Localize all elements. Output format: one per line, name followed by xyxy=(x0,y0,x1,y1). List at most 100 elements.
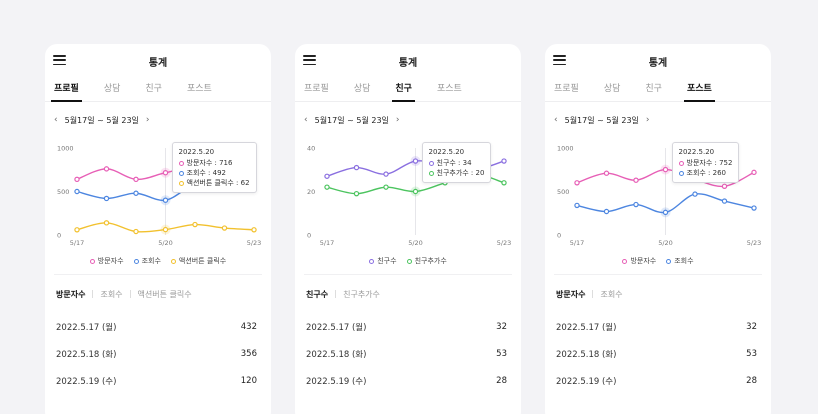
table-row: 2022.5.18 (화) 53 xyxy=(545,340,771,367)
data-point[interactable] xyxy=(383,184,389,190)
data-point[interactable] xyxy=(633,177,639,183)
chevron-left-icon[interactable]: ‹ xyxy=(554,115,558,125)
series-marker-icon xyxy=(178,160,184,166)
table-row: 2022.5.17 (월) 32 xyxy=(545,313,771,340)
data-point[interactable] xyxy=(133,190,139,196)
data-point[interactable] xyxy=(192,221,198,228)
data-point[interactable] xyxy=(633,201,639,208)
x-tick-label: 5/17 xyxy=(320,239,335,247)
data-point[interactable] xyxy=(662,209,669,216)
metric-tab-2[interactable]: 액션버튼 클릭수 xyxy=(137,289,192,299)
y-tick-label: 1000 xyxy=(57,145,74,153)
chevron-right-icon[interactable]: › xyxy=(645,115,650,125)
tab-0[interactable]: 프로필 xyxy=(304,84,329,94)
tab-0[interactable]: 프로필 xyxy=(51,81,82,102)
tooltip-value: 친구수 : 34 xyxy=(436,159,472,167)
data-point[interactable] xyxy=(133,176,139,183)
data-point[interactable] xyxy=(721,198,728,204)
series-marker-icon xyxy=(428,160,434,166)
data-point[interactable] xyxy=(412,158,419,164)
table-row: 2022.5.18 (화) 53 xyxy=(295,340,521,367)
tooltip-value: 액션버튼 클릭수 : 62 xyxy=(186,179,250,187)
metric-tab-1[interactable]: 조회수 xyxy=(600,289,623,299)
data-point[interactable] xyxy=(162,197,169,203)
tab-2[interactable]: 친구 xyxy=(392,81,415,102)
data-point[interactable] xyxy=(501,180,507,186)
data-point[interactable] xyxy=(162,226,169,233)
tab-0[interactable]: 프로필 xyxy=(554,84,579,94)
tooltip-title: 2022.5.20 xyxy=(428,148,465,156)
data-point[interactable] xyxy=(751,205,757,211)
chevron-right-icon[interactable]: › xyxy=(395,115,400,125)
legend-marker-icon xyxy=(170,258,176,264)
tooltip-row: 방문자수 : 716 xyxy=(178,158,250,168)
data-point[interactable] xyxy=(603,208,610,215)
data-point[interactable] xyxy=(721,183,728,189)
data-point[interactable] xyxy=(574,202,580,209)
data-point[interactable] xyxy=(574,180,580,186)
data-point[interactable] xyxy=(353,190,360,197)
legend-marker-icon xyxy=(369,258,375,264)
tab-1[interactable]: 상담 xyxy=(103,84,121,94)
y-tick-label: 500 xyxy=(557,188,569,196)
data-point[interactable] xyxy=(74,188,80,195)
data-point[interactable] xyxy=(103,220,110,226)
divider xyxy=(304,274,512,275)
y-tick-label: 1000 xyxy=(557,145,574,153)
x-tick-label: 5/17 xyxy=(570,239,585,247)
data-point[interactable] xyxy=(324,184,330,190)
data-point[interactable] xyxy=(501,158,507,164)
chart-tooltip: 2022.5.20 방문자수 : 716 조회수 : 492 액션버튼 클릭수 : 6… xyxy=(171,142,257,193)
row-date: 2022.5.18 (화) xyxy=(56,349,117,360)
menu-icon[interactable] xyxy=(553,55,566,66)
data-point[interactable] xyxy=(324,173,330,179)
data-point[interactable] xyxy=(133,228,139,235)
data-point[interactable] xyxy=(603,170,610,176)
data-point[interactable] xyxy=(103,166,110,172)
tab-3[interactable]: 포스트 xyxy=(436,84,462,94)
row-value: 356 xyxy=(240,348,257,359)
separator xyxy=(592,290,594,298)
metric-tab-0[interactable]: 친구수 xyxy=(306,289,329,299)
page-title: 통계 xyxy=(148,58,168,69)
y-tick-label: 0 xyxy=(557,232,561,240)
data-point[interactable] xyxy=(412,188,419,195)
date-range-label: 5월17일 ~ 5월 23일 xyxy=(314,115,389,125)
metric-tab-0[interactable]: 방문자수 xyxy=(56,289,86,299)
row-value: 53 xyxy=(496,348,507,359)
chevron-left-icon[interactable]: ‹ xyxy=(304,115,308,125)
data-point[interactable] xyxy=(383,171,389,177)
stats-panel-profile: 통계 프로필 상담 친구 포스트 ‹ 5월17일 ~ 5월 23일 › 0 500 1000 5/17… xyxy=(45,44,271,414)
data-point[interactable] xyxy=(74,176,80,183)
data-point[interactable] xyxy=(353,164,360,171)
separator xyxy=(129,290,131,298)
data-point[interactable] xyxy=(162,170,169,176)
menu-icon[interactable] xyxy=(303,55,316,66)
row-date: 2022.5.17 (월) xyxy=(56,322,117,333)
tab-2[interactable]: 친구 xyxy=(145,84,162,94)
chart-legend: 친구수 친구추가수 xyxy=(295,248,521,274)
data-point[interactable] xyxy=(103,195,110,202)
menu-icon[interactable] xyxy=(53,55,66,66)
tab-1[interactable]: 상담 xyxy=(353,84,371,94)
separator xyxy=(92,290,94,298)
row-value: 28 xyxy=(746,375,757,386)
chevron-left-icon[interactable]: ‹ xyxy=(54,115,58,125)
x-tick-label: 5/23 xyxy=(747,239,762,247)
data-point[interactable] xyxy=(662,166,669,173)
tab-3[interactable]: 포스트 xyxy=(186,84,212,94)
data-point[interactable] xyxy=(221,225,228,231)
row-date: 2022.5.17 (월) xyxy=(306,322,367,333)
metric-tab-1[interactable]: 조회수 xyxy=(100,289,123,299)
data-point[interactable] xyxy=(692,191,698,197)
chevron-right-icon[interactable]: › xyxy=(145,115,150,125)
tab-1[interactable]: 상담 xyxy=(603,84,621,94)
tab-2[interactable]: 친구 xyxy=(645,84,662,94)
data-point[interactable] xyxy=(74,227,80,233)
data-point[interactable] xyxy=(751,169,757,176)
data-point[interactable] xyxy=(251,227,257,233)
metric-tab-0[interactable]: 방문자수 xyxy=(556,289,586,299)
row-value: 28 xyxy=(496,375,507,386)
metric-tab-1[interactable]: 친구추가수 xyxy=(343,289,380,299)
tab-3[interactable]: 포스트 xyxy=(683,81,715,102)
